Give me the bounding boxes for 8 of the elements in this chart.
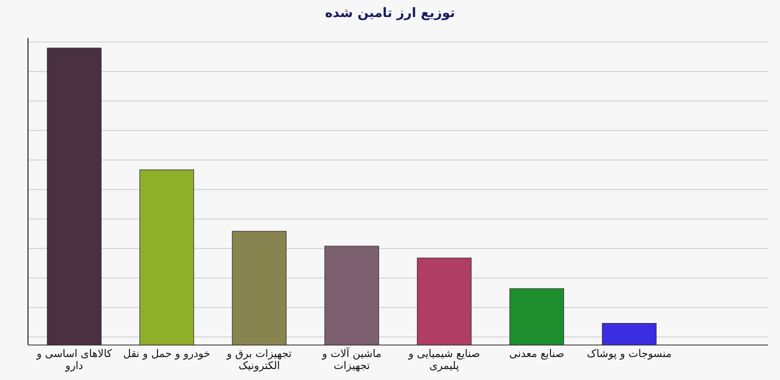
x-tick-label: تجهیزات برق و الکترونیک: [225, 348, 293, 372]
x-tick-label: خودرو و حمل و نقل: [122, 348, 211, 360]
x-tick-label: صنایع شیمیایی و پلیمری: [407, 348, 482, 372]
x-tick-label: کالاهای اساسی و دارو: [35, 348, 113, 372]
x-tick-label: منسوجات و پوشاک: [586, 348, 673, 360]
x-tick-label: صنایع معدنی: [508, 348, 566, 360]
x-tick-label: ماشین آلات و تجهیزات: [320, 348, 382, 372]
chart-title: توزیع ارز تامین شده: [324, 6, 456, 21]
